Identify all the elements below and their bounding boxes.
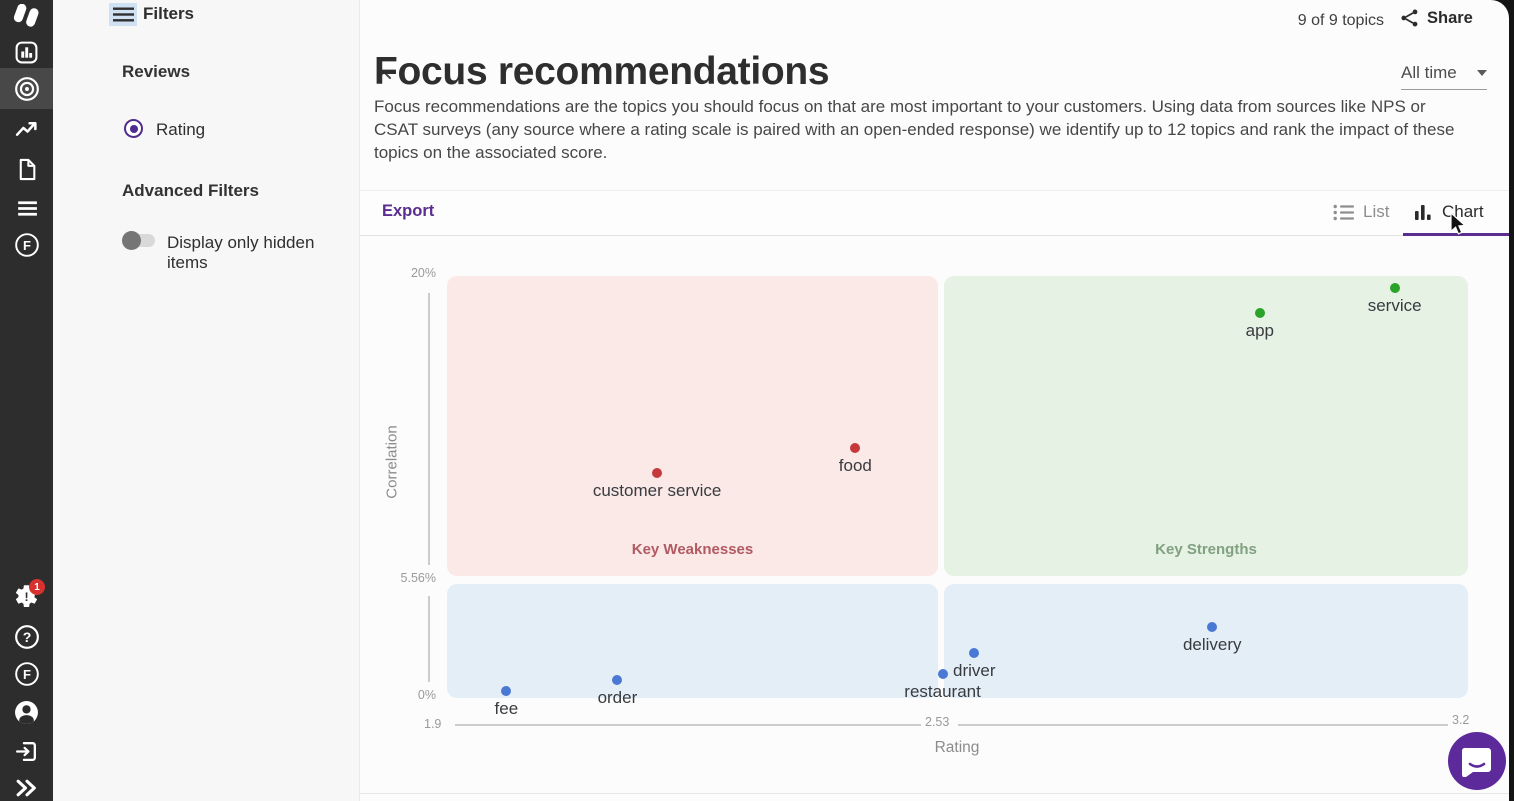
chat-bubble-icon	[1462, 747, 1491, 777]
list-tab-icon	[1333, 204, 1354, 220]
share-label: Share	[1427, 8, 1473, 27]
quadrant-key-weaknesses	[447, 276, 938, 576]
share-icon	[1401, 9, 1418, 27]
scatter-point-restaurant[interactable]	[937, 668, 948, 679]
svg-text:!: !	[24, 590, 28, 604]
quadrant-label-strengths: Key Strengths	[1155, 541, 1257, 558]
chart-toolbar	[360, 190, 1509, 236]
scatter-point-order[interactable]	[612, 675, 623, 686]
scatter-point-driver[interactable]	[969, 647, 980, 658]
svg-text:F: F	[23, 238, 31, 253]
scatter-point-label: fee	[494, 698, 519, 718]
rating-radio[interactable]	[124, 119, 143, 138]
y-tick-20: 20%	[410, 266, 436, 280]
page-description: Focus recommendations are the topics you…	[374, 97, 1455, 162]
export-button[interactable]: Export	[382, 202, 435, 220]
quadrant-key-strengths	[944, 276, 1468, 576]
scatter-point-label: service	[1367, 295, 1422, 315]
x-tick-253: 2.53	[925, 715, 950, 729]
svg-text:?: ?	[22, 629, 31, 645]
chart-tab-label: Chart	[1442, 202, 1484, 221]
chevron-down-icon	[1477, 70, 1487, 76]
f-circle-icon[interactable]: F	[0, 232, 53, 258]
notification-badge: 1	[29, 579, 45, 595]
scatter-point-app[interactable]	[1254, 308, 1265, 319]
scatter-point-label: customer service	[592, 481, 722, 501]
list-tab-label: List	[1363, 202, 1390, 221]
y-axis-line-lower	[428, 596, 430, 682]
tab-list[interactable]: List	[1333, 202, 1389, 222]
quadrant-bottom-left	[447, 584, 938, 698]
active-tab-indicator	[1403, 233, 1509, 236]
quadrant-bottom-right	[944, 584, 1468, 698]
rating-radio-dot	[129, 124, 138, 133]
scatter-point-label: delivery	[1182, 635, 1242, 655]
page-title: Focus recommendations	[374, 50, 830, 93]
chat-widget-button[interactable]	[1448, 732, 1506, 790]
y-axis-line-upper	[428, 293, 430, 565]
icon-rail: F ! 1 ? F	[0, 0, 53, 801]
x-axis-line-right	[958, 724, 1448, 726]
quadrant-label-weaknesses: Key Weaknesses	[631, 541, 754, 558]
scatter-point-label: driver	[953, 660, 996, 680]
share-button[interactable]: Share	[1400, 8, 1473, 28]
time-range-select[interactable]: All time	[1401, 63, 1487, 90]
scatter-point-label: restaurant	[904, 681, 981, 701]
user-account-icon[interactable]	[0, 700, 53, 725]
logout-icon[interactable]	[0, 739, 53, 764]
chart-bottom-divider	[360, 793, 1509, 794]
reviews-section-header[interactable]: Reviews	[122, 62, 191, 81]
advanced-filters-section-header[interactable]: Advanced Filters	[122, 181, 259, 200]
scatter-point-customer-service[interactable]	[652, 468, 663, 479]
topics-count: 9 of 9 topics	[1297, 12, 1384, 29]
rating-radio-label: Rating	[156, 120, 206, 139]
help-icon[interactable]: ?	[0, 624, 53, 650]
scatter-point-delivery[interactable]	[1207, 622, 1218, 633]
scatter-point-label: order	[597, 688, 638, 708]
x-axis-line-left	[455, 724, 921, 726]
filters-panel: Filters Reviews Rating Advanced Filters …	[53, 0, 391, 801]
x-tick-19: 1.9	[424, 717, 442, 731]
brand-logo-icon[interactable]	[0, 4, 53, 28]
scatter-point-service[interactable]	[1389, 282, 1400, 293]
filters-hamburger-icon[interactable]	[109, 3, 137, 26]
hidden-items-toggle-label: Display only hidden items	[167, 233, 315, 272]
x-axis-title: Rating	[934, 739, 980, 756]
scatter-point-label: food	[838, 456, 872, 476]
y-tick-0: 0%	[417, 688, 436, 702]
filters-panel-title: Filters	[143, 4, 195, 23]
scatter-point-food[interactable]	[850, 443, 861, 454]
settings-gear-icon[interactable]: !	[0, 583, 53, 610]
reviews-collapse-chevron-icon[interactable]	[376, 67, 392, 85]
svg-text:F: F	[23, 667, 31, 682]
y-axis-title: Correlation	[383, 425, 401, 499]
scatter-point-fee[interactable]	[501, 685, 512, 696]
x-tick-32: 3.2	[1452, 713, 1470, 727]
trends-icon[interactable]	[0, 117, 53, 142]
f-circle-secondary-icon[interactable]: F	[0, 661, 53, 687]
y-tick-556: 5.56%	[400, 571, 436, 585]
chart-tab-icon	[1415, 204, 1431, 220]
time-range-value: All time	[1401, 63, 1457, 82]
hidden-items-toggle-knob[interactable]	[122, 231, 141, 250]
expand-rail-chevrons-icon[interactable]	[0, 775, 53, 800]
tab-chart[interactable]: Chart	[1414, 202, 1484, 222]
focus-target-icon[interactable]	[0, 76, 53, 102]
scatter-point-label: app	[1245, 321, 1274, 341]
dashboard-chart-icon[interactable]	[0, 40, 53, 65]
document-icon[interactable]	[0, 157, 53, 182]
list-view-icon[interactable]	[0, 196, 53, 221]
